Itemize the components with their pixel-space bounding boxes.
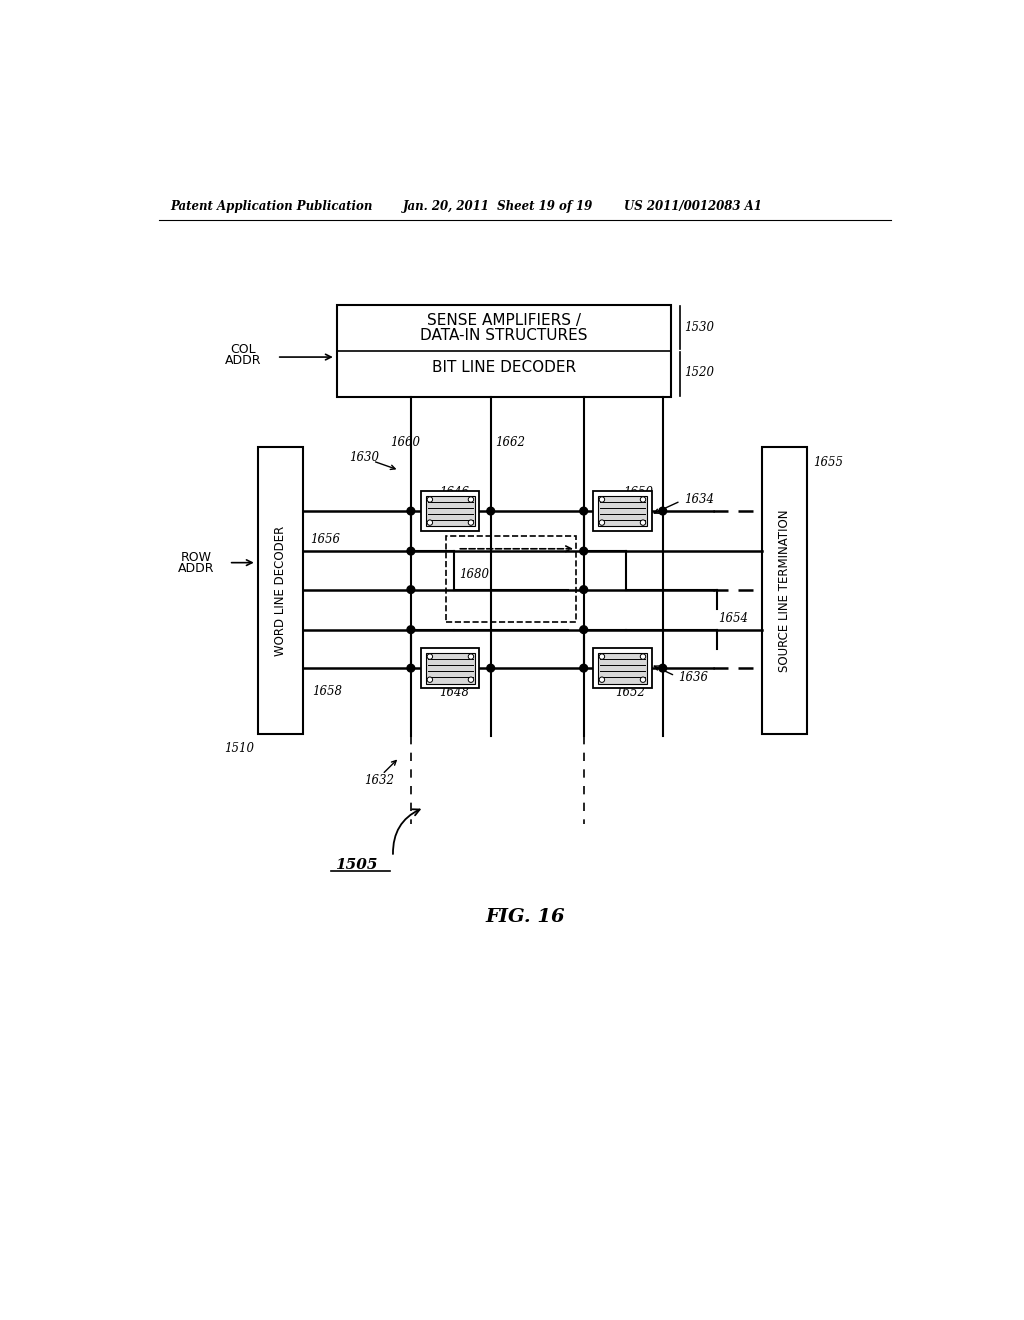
- Text: 1530: 1530: [684, 321, 715, 334]
- Circle shape: [407, 664, 415, 672]
- Circle shape: [599, 520, 604, 525]
- Text: DATA-IN STRUCTURES: DATA-IN STRUCTURES: [420, 327, 588, 343]
- Text: WORD LINE DECODER: WORD LINE DECODER: [274, 525, 287, 656]
- Circle shape: [407, 548, 415, 554]
- Bar: [337, 305, 671, 397]
- Text: 1650: 1650: [623, 487, 653, 499]
- Bar: [593, 648, 651, 688]
- Bar: [421, 648, 479, 688]
- Circle shape: [580, 507, 588, 515]
- Circle shape: [580, 664, 588, 672]
- Text: Jan. 20, 2011  Sheet 19 of 19: Jan. 20, 2011 Sheet 19 of 19: [403, 199, 593, 213]
- Text: 1680: 1680: [459, 568, 488, 581]
- Text: SENSE AMPLIFIERS /: SENSE AMPLIFIERS /: [427, 313, 581, 327]
- Text: 1654: 1654: [719, 611, 749, 624]
- Bar: [258, 447, 303, 734]
- Text: COL: COL: [229, 343, 256, 356]
- Bar: [762, 447, 807, 734]
- Text: 1634: 1634: [684, 492, 715, 506]
- Circle shape: [658, 664, 667, 672]
- Circle shape: [580, 586, 588, 594]
- Text: 1510: 1510: [224, 742, 254, 755]
- Circle shape: [486, 507, 495, 515]
- Circle shape: [427, 520, 432, 525]
- Text: 1648: 1648: [439, 686, 469, 700]
- Circle shape: [640, 653, 646, 659]
- Bar: [426, 496, 475, 527]
- Circle shape: [468, 520, 474, 525]
- Text: 1630: 1630: [349, 450, 379, 463]
- Circle shape: [580, 626, 588, 634]
- Text: 1660: 1660: [390, 437, 420, 449]
- Text: 1658: 1658: [311, 685, 342, 698]
- Text: 1646: 1646: [439, 487, 469, 499]
- Circle shape: [599, 653, 604, 659]
- Text: 1655: 1655: [813, 455, 843, 469]
- Circle shape: [427, 496, 432, 502]
- Bar: [445, 536, 575, 622]
- Text: 1662: 1662: [495, 437, 525, 449]
- Circle shape: [640, 520, 646, 525]
- Text: FIG. 16: FIG. 16: [485, 908, 564, 925]
- Circle shape: [486, 664, 495, 672]
- Circle shape: [580, 548, 588, 554]
- Text: SOURCE LINE TERMINATION: SOURCE LINE TERMINATION: [778, 510, 791, 672]
- Text: Patent Application Publication: Patent Application Publication: [171, 199, 373, 213]
- Text: 1632: 1632: [365, 774, 394, 787]
- Text: 1505: 1505: [336, 858, 378, 873]
- Circle shape: [468, 653, 474, 659]
- Text: 1636: 1636: [678, 671, 709, 684]
- Circle shape: [427, 653, 432, 659]
- Circle shape: [407, 507, 415, 515]
- Circle shape: [427, 677, 432, 682]
- Bar: [593, 491, 651, 531]
- Text: US 2011/0012083 A1: US 2011/0012083 A1: [624, 199, 762, 213]
- Bar: [598, 496, 647, 527]
- Text: ROW: ROW: [180, 550, 212, 564]
- Bar: [598, 653, 647, 684]
- Text: 1656: 1656: [310, 533, 340, 546]
- Circle shape: [640, 677, 646, 682]
- Circle shape: [407, 626, 415, 634]
- Circle shape: [407, 586, 415, 594]
- Text: 1520: 1520: [684, 366, 715, 379]
- Circle shape: [599, 496, 604, 502]
- Circle shape: [468, 677, 474, 682]
- Circle shape: [658, 507, 667, 515]
- Circle shape: [468, 496, 474, 502]
- Text: 1652: 1652: [615, 686, 645, 700]
- Bar: [426, 653, 475, 684]
- Text: ADDR: ADDR: [178, 562, 214, 576]
- Bar: [421, 491, 479, 531]
- Text: BIT LINE DECODER: BIT LINE DECODER: [432, 360, 575, 375]
- Text: ADDR: ADDR: [224, 354, 261, 367]
- Circle shape: [599, 677, 604, 682]
- Circle shape: [640, 496, 646, 502]
